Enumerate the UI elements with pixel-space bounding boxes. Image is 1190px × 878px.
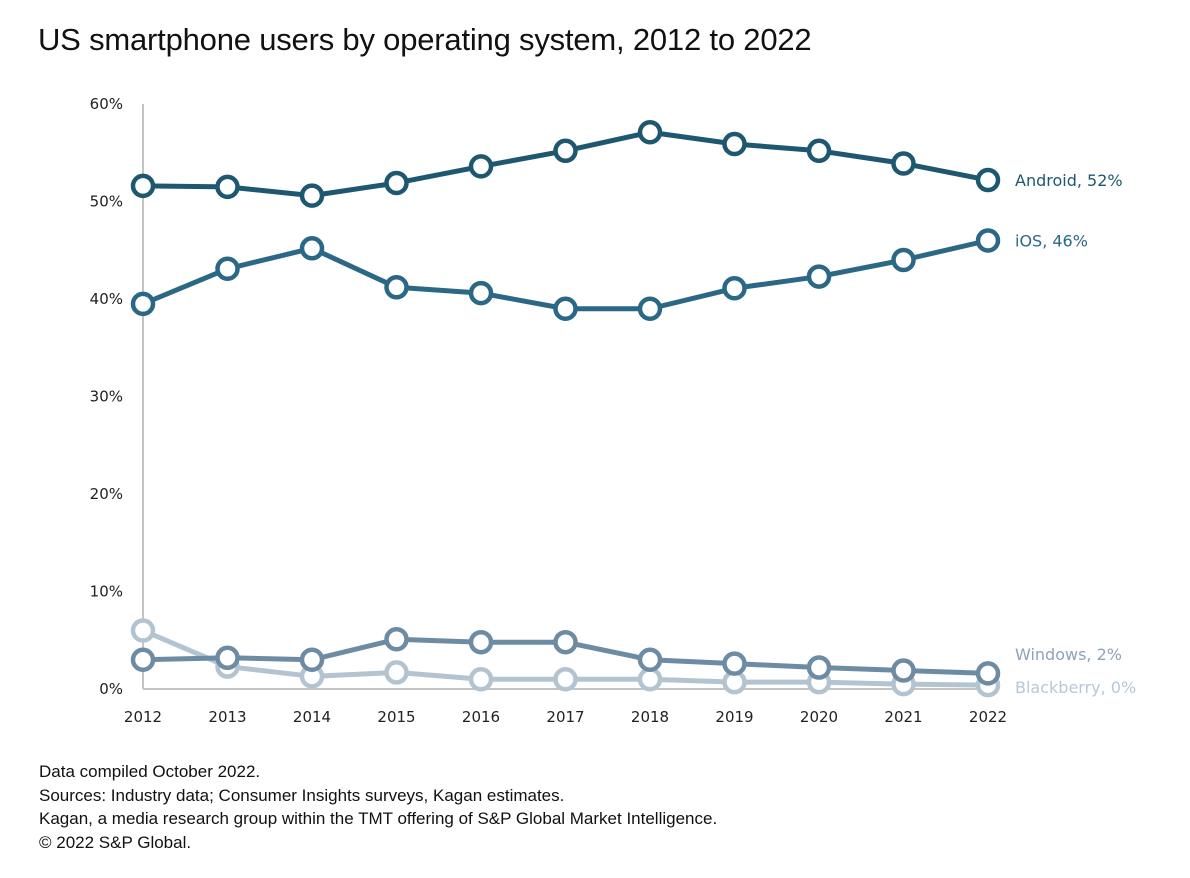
ios-point: [130, 291, 156, 317]
x-tick-label: 2018: [631, 708, 669, 726]
windows-point: [468, 629, 494, 655]
android-point: [553, 138, 578, 164]
ios-point: [468, 280, 494, 306]
ios-point: [637, 296, 663, 321]
windows-point: [384, 627, 409, 652]
ios-point: [975, 228, 1001, 253]
windows-point: [891, 658, 916, 683]
series-android: [130, 120, 1001, 208]
windows-point: [722, 651, 747, 676]
x-tick-label: 2012: [124, 708, 162, 726]
android-point: [384, 170, 409, 196]
x-tick-label: 2015: [377, 708, 415, 726]
windows-point: [806, 655, 832, 680]
android-end-label: Android, 52%: [1015, 171, 1123, 190]
ios-point: [215, 256, 240, 282]
ios-end-label: iOS, 46%: [1015, 232, 1088, 251]
blackberry-point: [553, 667, 578, 692]
x-axis-ticks: 2012 2013 2014 2015 2016 2017 2018 2019 2020 2021…: [124, 708, 1007, 726]
android-point: [637, 120, 663, 145]
android-point: [806, 138, 832, 164]
ios-point: [553, 296, 578, 321]
android-point: [299, 183, 325, 208]
y-tick-label: 0%: [99, 680, 123, 698]
x-tick-label: 2019: [715, 708, 753, 726]
blackberry-point: [637, 667, 663, 692]
series-labels: Android, 52% iOS, 46% Windows, 2% Blackberr…: [1015, 171, 1136, 697]
android-point: [130, 173, 156, 199]
windows-point: [637, 647, 663, 672]
y-axis-ticks: 0% 10% 20% 30% 40% 50% 60%: [90, 95, 123, 698]
x-tick-label: 2022: [969, 708, 1007, 726]
windows-point: [299, 647, 325, 672]
x-tick-label: 2021: [884, 708, 922, 726]
series-blackberry: [130, 618, 1001, 698]
windows-point: [130, 647, 156, 672]
y-tick-label: 50%: [90, 193, 123, 211]
ios-point: [806, 264, 832, 289]
footer-copyright: © 2022 S&P Global.: [39, 832, 192, 852]
ios-point: [384, 275, 409, 300]
x-tick-label: 2014: [293, 708, 331, 726]
windows-point: [215, 645, 240, 671]
series-ios: [130, 228, 1001, 321]
x-tick-label: 2017: [546, 708, 584, 726]
x-tick-label: 2016: [462, 708, 500, 726]
series-windows: [130, 627, 1001, 686]
windows-point: [975, 661, 1001, 686]
android-point: [975, 167, 1001, 193]
footer-sources: Sources: Industry data; Consumer Insight…: [39, 785, 565, 805]
windows-point: [553, 629, 578, 655]
footer-attribution: Kagan, a media research group within the…: [39, 809, 718, 828]
android-point: [891, 151, 916, 176]
android-point: [722, 131, 747, 157]
android-point: [215, 174, 240, 200]
blackberry-point: [468, 667, 494, 692]
blackberry-point: [130, 618, 156, 643]
x-tick-label: 2020: [800, 708, 838, 726]
footer-data-compiled: Data compiled October 2022.: [39, 762, 261, 781]
blackberry-point: [384, 660, 409, 685]
y-tick-label: 30%: [90, 388, 123, 406]
chart-footer: Data compiled October 2022. Sources: Ind…: [39, 760, 717, 854]
series-group: [130, 120, 1001, 698]
chart-title: US smartphone users by operating system,…: [38, 22, 812, 57]
ios-point: [299, 236, 325, 261]
x-tick-label: 2013: [208, 708, 246, 726]
y-tick-label: 40%: [90, 290, 123, 308]
windows-end-label: Windows, 2%: [1015, 645, 1122, 664]
blackberry-end-label: Blackberry, 0%: [1015, 678, 1136, 697]
ios-point: [891, 247, 916, 273]
android-point: [468, 154, 494, 179]
line-chart: 0%10%20%30%40%50%60% 2012 2013 2014 2015 201…: [90, 95, 1137, 726]
ios-point: [722, 276, 747, 301]
y-tick-label: 10%: [90, 583, 123, 601]
y-tick-label: 60%: [90, 95, 123, 113]
y-tick-label: 20%: [90, 485, 123, 503]
